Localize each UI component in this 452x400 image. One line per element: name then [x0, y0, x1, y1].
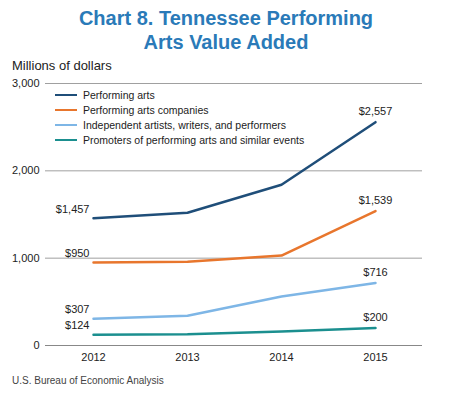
html-text:Chart 8. Tennessee Performing: Chart 8. Tennessee Performing Arts Value…: [78, 7, 374, 53]
svg-text:$2,557: $2,557: [359, 105, 393, 117]
svg-text:$307: $307: [65, 303, 89, 315]
svg-text:2,000: 2,000: [12, 164, 40, 176]
svg-text:3,000: 3,000: [12, 77, 40, 89]
svg-text:$200: $200: [363, 311, 387, 323]
html-text:Millions of dollars: Millions of dollars: [12, 58, 112, 73]
svg-text:$1,457: $1,457: [56, 203, 90, 215]
html-text:Performing arts companies: Performing arts companies: [83, 103, 209, 116]
html-text:Promoters of performing arts a: Promoters of performing arts and similar…: [83, 133, 305, 146]
svg-text:$716: $716: [363, 265, 387, 277]
svg-text:2015: 2015: [363, 351, 387, 363]
svg-text:2014: 2014: [269, 351, 293, 363]
svg-text:2012: 2012: [81, 351, 105, 363]
svg-text:1,000: 1,000: [12, 252, 40, 264]
svg-text:2013: 2013: [175, 351, 199, 363]
svg-text:$950: $950: [65, 247, 89, 259]
html-text:Performing arts: Performing arts: [83, 88, 155, 101]
html-text:Independent artists, writers,: Independent artists, writers, and perfor…: [83, 118, 287, 131]
svg-text:$1,539: $1,539: [359, 194, 393, 206]
svg-text:$124: $124: [65, 319, 89, 331]
html-text:U.S. Bureau of Economic Analys: U.S. Bureau of Economic Analysis: [12, 375, 164, 386]
svg-text:0: 0: [33, 339, 39, 351]
